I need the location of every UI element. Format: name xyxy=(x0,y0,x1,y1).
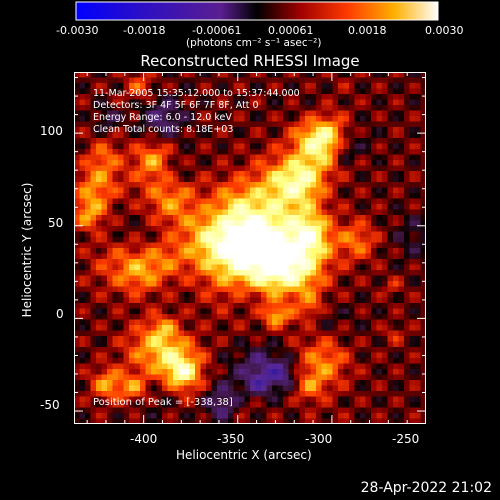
rhessi-image-panel xyxy=(74,72,426,424)
detectors-text: Detectors: 3F 4F 5F 6F 7F 8F, Att 0 xyxy=(93,100,259,111)
colorbar-tick: 0.00061 xyxy=(268,24,314,37)
x-tick-label: -400 xyxy=(130,432,158,446)
y-tick-label: 50 xyxy=(48,216,64,230)
x-tick-label: -250 xyxy=(392,432,420,446)
y-tick-label: 100 xyxy=(40,124,63,138)
colorbar-tick: -0.00061 xyxy=(192,24,242,37)
image-pixels xyxy=(74,72,426,424)
colorbar-tick: 0.0018 xyxy=(348,24,387,37)
x-axis-label: Heliocentric X (arcsec) xyxy=(176,448,312,462)
colorbar-gradient xyxy=(75,1,439,21)
y-tick-label: 0 xyxy=(56,307,64,321)
x-tick-label: -350 xyxy=(217,432,245,446)
timestamp: 28-Apr-2022 21:02 xyxy=(360,480,492,496)
colorbar-tick: -0.0018 xyxy=(123,24,166,37)
image-title: Reconstructed RHESSI Image xyxy=(140,52,360,70)
colorbar-tick: -0.0030 xyxy=(56,24,99,37)
energy-range-text: Energy Range: 6.0 - 12.0 keV xyxy=(93,112,232,123)
y-axis-label: Heliocentric Y (arcsec) xyxy=(20,182,34,318)
colorbar-tick: 0.0030 xyxy=(425,24,464,37)
y-tick-label: -50 xyxy=(40,398,60,412)
total-counts-text: Clean Total counts: 8.18E+03 xyxy=(93,124,234,135)
axis-ticks xyxy=(74,72,426,424)
x-tick-label: -300 xyxy=(305,432,333,446)
time-range-text: 11-Mar-2005 15:35:12.000 to 15:37:44.000 xyxy=(93,88,300,99)
colorbar-units-label: (photons cm⁻² s⁻¹ asec⁻²) xyxy=(186,37,322,49)
peak-position-text: Position of Peak = [-338,38] xyxy=(93,397,233,408)
colorbar xyxy=(75,1,439,21)
plot-frame xyxy=(74,72,426,424)
